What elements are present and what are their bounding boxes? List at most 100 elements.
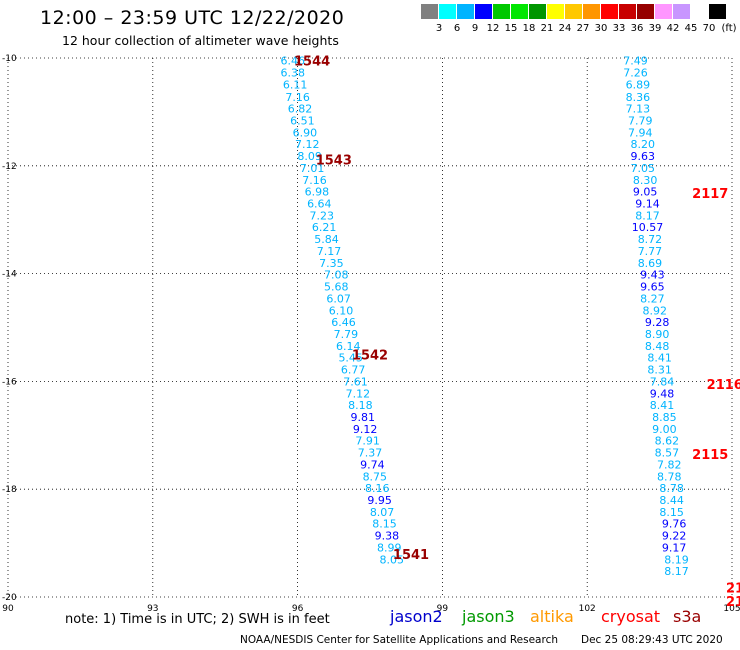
wave-height-point: 8.69	[638, 257, 663, 270]
wave-height-point: 9.38	[375, 530, 400, 543]
wave-height-point: 6.07	[326, 292, 351, 305]
track-id-label: 2114	[726, 595, 740, 610]
color-scale-swatch	[511, 4, 528, 19]
wave-height-point: 8.17	[664, 565, 689, 578]
wave-height-point: 7.37	[358, 447, 383, 460]
x-tick-label: 90	[2, 604, 14, 614]
wave-height-point: 8.85	[652, 411, 677, 424]
wave-height-point: 7.94	[628, 126, 653, 139]
color-scale-swatch	[601, 4, 618, 19]
x-tick-label: 102	[579, 604, 596, 614]
color-scale-swatch	[619, 4, 636, 19]
wave-height-point: 7.12	[295, 138, 320, 151]
wave-height-point: 6.77	[341, 364, 366, 377]
x-tick-label: 93	[147, 604, 158, 614]
wave-height-point: 6.90	[293, 126, 318, 139]
wave-height-point: 8.92	[643, 304, 668, 317]
track-id-label: 2117	[692, 187, 728, 202]
wave-height-point: 7.82	[657, 458, 682, 471]
wave-height-point: 7.91	[355, 435, 380, 448]
wave-height-point: 9.28	[645, 316, 670, 329]
color-scale-label: 6	[453, 23, 461, 34]
color-scale-label: 12	[486, 23, 500, 34]
wave-height-point: 8.07	[370, 506, 395, 519]
wave-height-point: 7.23	[309, 209, 334, 222]
wave-height-point: 8.09	[297, 150, 322, 163]
color-scale-label: 24	[558, 23, 572, 34]
track-id-label: 2116	[707, 378, 740, 393]
y-tick-label: -20	[2, 593, 17, 603]
wave-height-point: 6.89	[626, 78, 651, 91]
color-scale-label: 70	[702, 23, 716, 34]
wave-height-point: 7.16	[302, 174, 327, 187]
footer-credit: NOAA/NESDIS Center for Satellite Applica…	[240, 634, 558, 646]
wave-height-point: 6.98	[305, 186, 330, 199]
x-tick-label: 99	[437, 604, 449, 614]
track-id-label: 2115	[692, 448, 728, 463]
x-tick-label: 105	[723, 604, 740, 614]
wave-height-point: 9.74	[360, 458, 385, 471]
wave-height-point: 6.21	[312, 221, 337, 234]
wave-height-point: 9.48	[650, 387, 675, 400]
wave-height-point: 8.15	[372, 518, 397, 531]
wave-height-point: 8.75	[363, 470, 388, 483]
color-scale-swatch	[439, 4, 456, 19]
color-scale-swatch	[529, 4, 546, 19]
wave-height-point: 8.78	[659, 482, 684, 495]
color-scale-unit: (ft)	[721, 23, 737, 34]
wave-height-point: 6.11	[283, 78, 308, 91]
color-scale-swatch	[583, 4, 600, 19]
wave-height-point: 9.43	[640, 269, 665, 282]
track-id-label: 2115	[726, 581, 740, 596]
wave-height-point: 9.76	[662, 518, 687, 531]
color-scale-label: 9	[471, 23, 479, 34]
wave-height-point: 7.79	[334, 328, 359, 341]
wave-height-point: 9.65	[640, 281, 665, 294]
wave-height-point: 8.30	[633, 174, 658, 187]
color-scale-label: 15	[504, 23, 518, 34]
color-scale-label: 45	[684, 23, 698, 34]
wave-height-point: 8.57	[655, 447, 680, 460]
wave-height-point: 7.49	[623, 55, 648, 68]
wave-height-point: 8.20	[630, 138, 655, 151]
wave-height-point: 9.05	[633, 186, 658, 199]
wave-height-point: 8.27	[640, 292, 665, 305]
track-id-label: 1542	[352, 348, 388, 363]
y-tick-label: -16	[2, 377, 17, 387]
wave-height-point: 7.13	[626, 103, 651, 116]
color-scale-swatch	[457, 4, 474, 19]
wave-height-point: 8.72	[638, 233, 663, 246]
wave-height-point: 8.17	[635, 209, 660, 222]
color-scale-label: 21	[540, 23, 554, 34]
y-tick-label: -12	[2, 162, 17, 172]
wave-height-point: 7.61	[343, 375, 368, 388]
satellite-label-altika: altika	[530, 607, 574, 626]
y-tick-label: -10	[2, 54, 17, 64]
color-scale-swatch	[709, 4, 726, 19]
wave-height-point: 7.05	[630, 162, 655, 175]
color-scale-swatch	[637, 4, 654, 19]
wave-height-point: 9.22	[662, 530, 687, 543]
page-subtitle: 12 hour collection of altimeter wave hei…	[62, 33, 339, 48]
wave-height-point: 9.95	[367, 494, 392, 507]
wave-height-point: 7.12	[346, 387, 371, 400]
page-title: 12:00 – 23:59 UTC 12/22/2020	[40, 7, 345, 29]
wave-height-point: 9.63	[630, 150, 655, 163]
color-scale-label: 42	[666, 23, 680, 34]
wave-height-point: 6.10	[329, 304, 354, 317]
wave-height-point: 7.16	[285, 91, 310, 104]
wave-height-point: 6.14	[336, 340, 361, 353]
color-scale-swatch	[547, 4, 564, 19]
x-tick-label: 96	[292, 604, 304, 614]
color-scale-swatch	[421, 4, 438, 19]
wave-height-point: 8.90	[645, 328, 670, 341]
color-scale-label: 33	[612, 23, 626, 34]
wave-height-point: 9.00	[652, 423, 677, 436]
wave-height-point: 7.35	[319, 257, 344, 270]
color-scale-label: 39	[648, 23, 662, 34]
wave-height-point: 8.36	[626, 91, 651, 104]
wave-height-point: 8.44	[659, 494, 684, 507]
satellite-label-jason2: jason2	[390, 607, 443, 626]
color-scale-label: 27	[576, 23, 590, 34]
